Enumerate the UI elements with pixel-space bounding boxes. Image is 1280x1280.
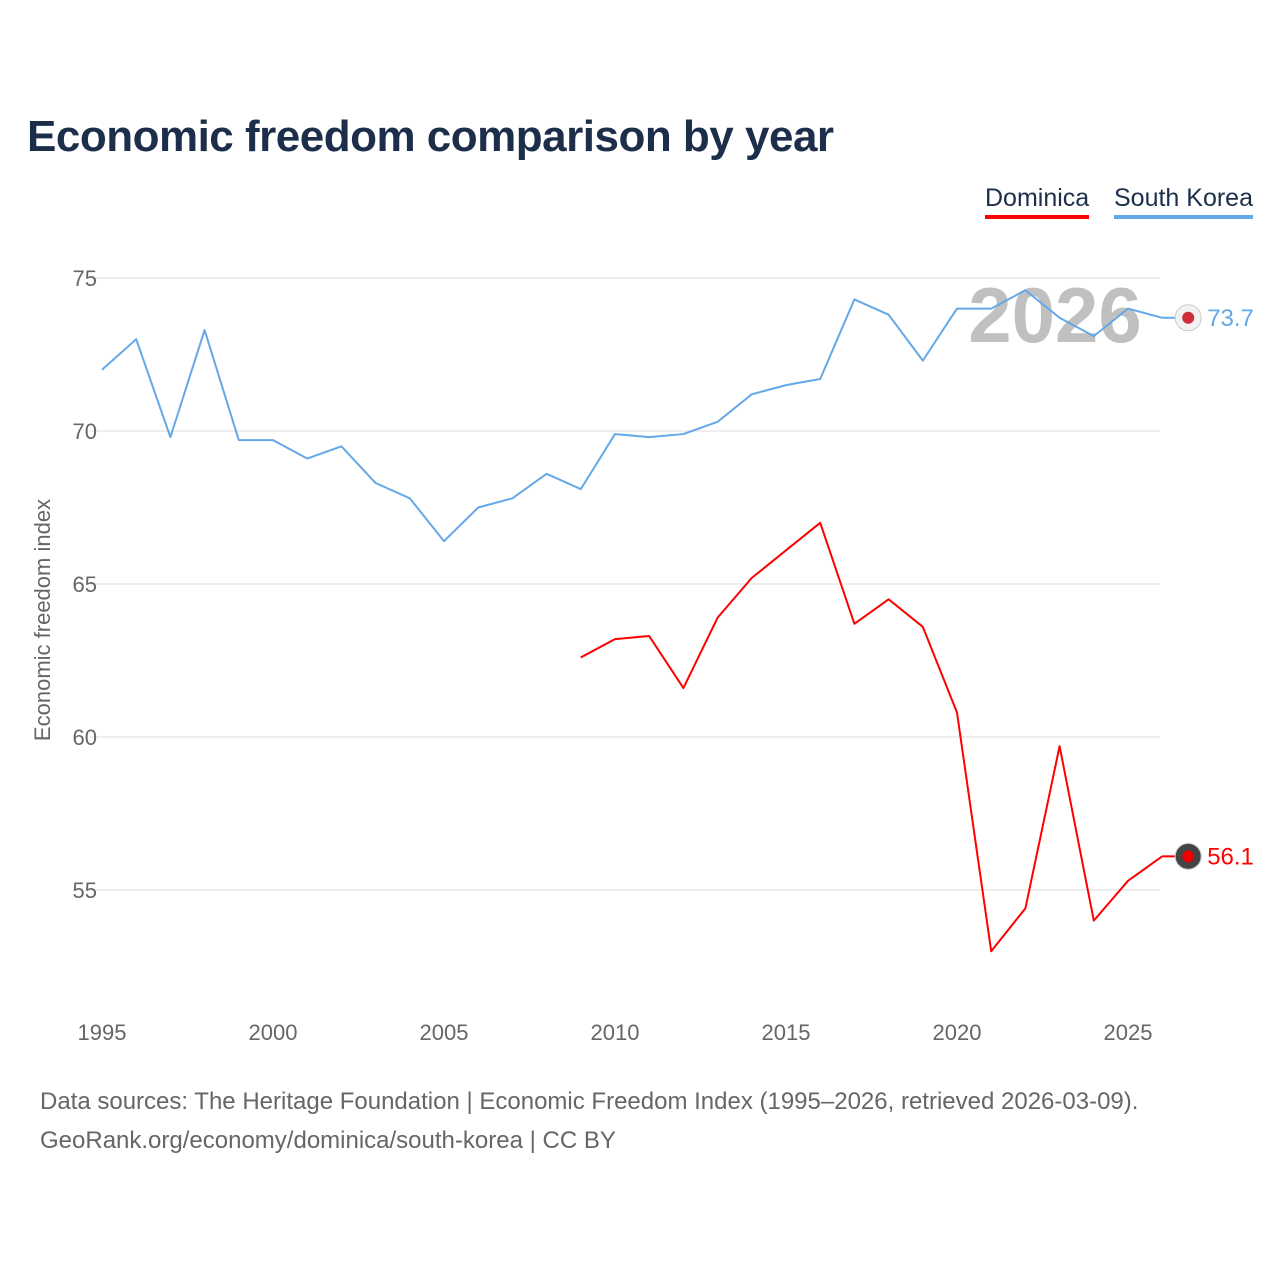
- x-tick-label: 1995: [78, 1020, 127, 1045]
- x-tick-label: 2020: [933, 1020, 982, 1045]
- flag-icon: [1174, 304, 1202, 332]
- chart-title: Economic freedom comparison by year: [27, 112, 834, 161]
- end-value-label: 56.1: [1207, 843, 1254, 870]
- y-tick-label: 70: [73, 419, 97, 444]
- y-tick-label: 65: [73, 572, 97, 597]
- y-tick-label: 55: [73, 878, 97, 903]
- legend-dominica[interactable]: Dominica: [985, 184, 1090, 219]
- series-line-south-korea: [101, 289, 1163, 543]
- x-tick-label: 2010: [591, 1020, 640, 1045]
- footer-link[interactable]: GeoRank.org/economy/dominica/south-korea…: [40, 1127, 616, 1154]
- end-value-label: 73.7: [1207, 305, 1254, 332]
- flag-icon: [1174, 842, 1202, 870]
- footer-sources: Data sources: The Heritage Foundation | …: [40, 1088, 1139, 1115]
- x-tick-label: 2015: [762, 1020, 811, 1045]
- legend-south-korea[interactable]: South Korea: [1114, 184, 1253, 219]
- x-tick-label: 2005: [420, 1020, 469, 1045]
- y-tick-label: 75: [73, 266, 97, 291]
- x-tick-label: 2025: [1104, 1020, 1153, 1045]
- x-tick-label: 2000: [249, 1020, 298, 1045]
- series-line-dominica: [580, 521, 1163, 953]
- y-axis-label: Economic freedom index: [30, 499, 55, 741]
- y-tick-label: 60: [73, 725, 97, 750]
